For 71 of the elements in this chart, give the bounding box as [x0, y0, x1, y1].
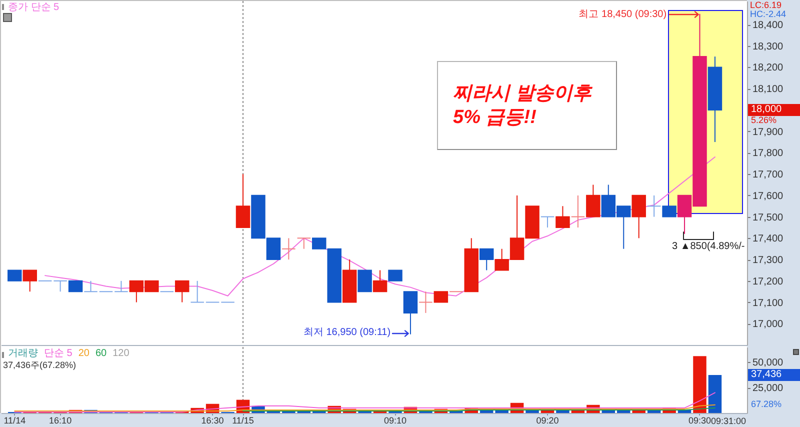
text: 37,436주(67.28%): [3, 360, 76, 370]
text: 5.26%: [751, 115, 777, 126]
candlestick: [632, 194, 646, 239]
candlestick: [388, 270, 402, 282]
text: 단순 5: [44, 348, 72, 359]
y-tick-label: 18,400: [752, 20, 784, 32]
candlestick: [53, 280, 68, 292]
text: 60: [95, 348, 107, 359]
text: 종가 단순 5: [8, 2, 60, 13]
x-tick-label: 09:10: [384, 416, 407, 426]
candlestick: [540, 216, 555, 228]
candlestick: [358, 270, 372, 292]
candlestick: [190, 280, 204, 303]
candlestick: [570, 194, 586, 228]
y-tick-label: 17,200: [752, 276, 784, 288]
y-tick-label: 17,500: [752, 212, 784, 224]
chart-title: 거래량: [8, 348, 38, 359]
y-tick-label: 18,300: [752, 41, 784, 52]
y-tick-label: 17,800: [752, 148, 784, 160]
y-tick-label: 17,300: [752, 255, 784, 266]
y-tick-label: 17,100: [752, 298, 784, 309]
candlestick: [372, 270, 388, 292]
y-tick-label: 18,200: [752, 62, 784, 74]
x-tick-label: 16:10: [49, 416, 72, 426]
text: 09:31:00: [711, 416, 746, 426]
candlestick: [556, 206, 570, 228]
candlestick: [68, 280, 83, 292]
candlestick: [174, 280, 190, 303]
annotation: 최저 16,950 (09:11): [303, 327, 391, 338]
candlestick: [114, 280, 128, 292]
candlestick: [22, 270, 37, 292]
text: 20: [78, 348, 90, 359]
x-tick-label: 09:30: [688, 416, 712, 426]
y-tick-label: 18,100: [752, 84, 784, 96]
label-box: 18,000: [748, 104, 800, 116]
x-tick-label: 16:30: [201, 416, 224, 426]
candlestick: [586, 184, 600, 218]
label-box: 37,436: [748, 368, 800, 381]
bar: [708, 374, 722, 413]
candlestick: [403, 291, 418, 335]
line-series: [14, 392, 716, 412]
text: 67.28%: [751, 398, 782, 408]
y-tick-label: 17,600: [752, 190, 784, 202]
bar: [693, 356, 706, 413]
line-series: [14, 404, 716, 412]
x-tick-label: 11/14: [4, 416, 26, 426]
y-tick-label: 17,900: [752, 126, 784, 138]
y-tick-label: 25,000: [752, 383, 784, 394]
text: HC:-2.44: [750, 8, 786, 18]
text: LC:6.19: [750, 0, 782, 10]
legend-label: 120: [112, 348, 130, 359]
candlestick: [8, 270, 22, 282]
candlestick: [236, 174, 250, 228]
y-tick-label: 17,400: [752, 234, 784, 245]
annotation: 찌라시 발송이후 5% 급등!!: [453, 82, 592, 130]
candlestick: [434, 291, 448, 303]
candlestick: [479, 248, 494, 271]
y-tick-label: 17,000: [752, 319, 784, 330]
y-tick-label: 50,000: [752, 358, 784, 369]
x-tick-label: 11/15: [232, 416, 254, 426]
x-tick-label: 09:20: [536, 416, 559, 426]
candlestick: [646, 194, 662, 218]
callout-box: 찌라시 발송이후 5% 급등!!: [437, 61, 617, 150]
candlestick: [662, 206, 676, 218]
annotation: 3 ▲850(4.89%/-: [672, 241, 745, 252]
candlestick: [84, 280, 98, 292]
annotation: 최고 18,450 (09:30): [578, 8, 667, 20]
candlestick: [282, 238, 296, 260]
y-tick-label: 17,700: [752, 170, 784, 181]
candlestick: [296, 238, 312, 250]
candlestick: [418, 291, 433, 314]
